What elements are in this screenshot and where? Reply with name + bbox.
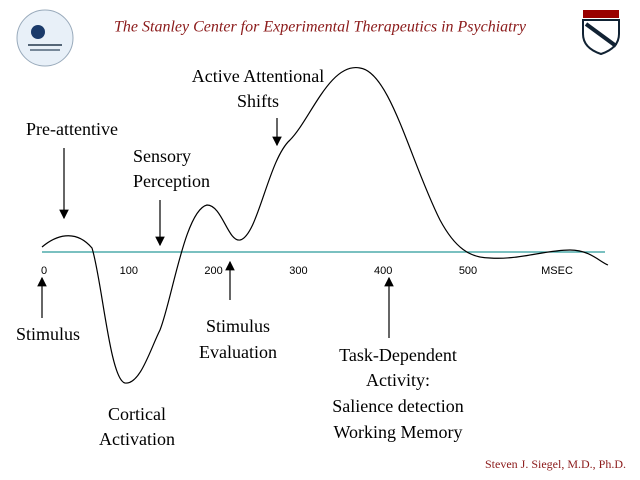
left-logo xyxy=(16,9,74,67)
waveform xyxy=(41,67,609,384)
tick-label: 500 xyxy=(459,265,477,277)
label: Evaluation xyxy=(199,342,277,362)
tick-label: 100 xyxy=(120,265,138,277)
tick-label: 300 xyxy=(289,265,307,277)
tick-label: 400 xyxy=(374,265,392,277)
arrows xyxy=(37,118,394,338)
label: Pre-attentive xyxy=(26,119,118,139)
label: Cortical xyxy=(108,404,166,424)
label: Task-Dependent xyxy=(339,345,457,365)
label: Activation xyxy=(99,429,175,449)
label: Working Memory xyxy=(333,422,462,442)
tick-label: 200 xyxy=(204,265,222,277)
title: The Stanley Center for Experimental Ther… xyxy=(114,19,527,36)
label: Stimulus xyxy=(206,316,270,336)
label: Active Attentional xyxy=(192,66,324,86)
axis-unit: MSEC xyxy=(541,265,573,277)
right-logo xyxy=(582,10,620,56)
label: Activity: xyxy=(366,370,430,390)
label: Salience detection xyxy=(332,396,463,416)
label: Stimulus xyxy=(16,324,80,344)
label: Shifts xyxy=(237,91,279,111)
footer: Steven J. Siegel, M.D., Ph.D. xyxy=(485,457,626,471)
label: Sensory xyxy=(133,146,191,166)
label: Perception xyxy=(133,171,210,191)
tick-label: 0 xyxy=(41,265,47,277)
